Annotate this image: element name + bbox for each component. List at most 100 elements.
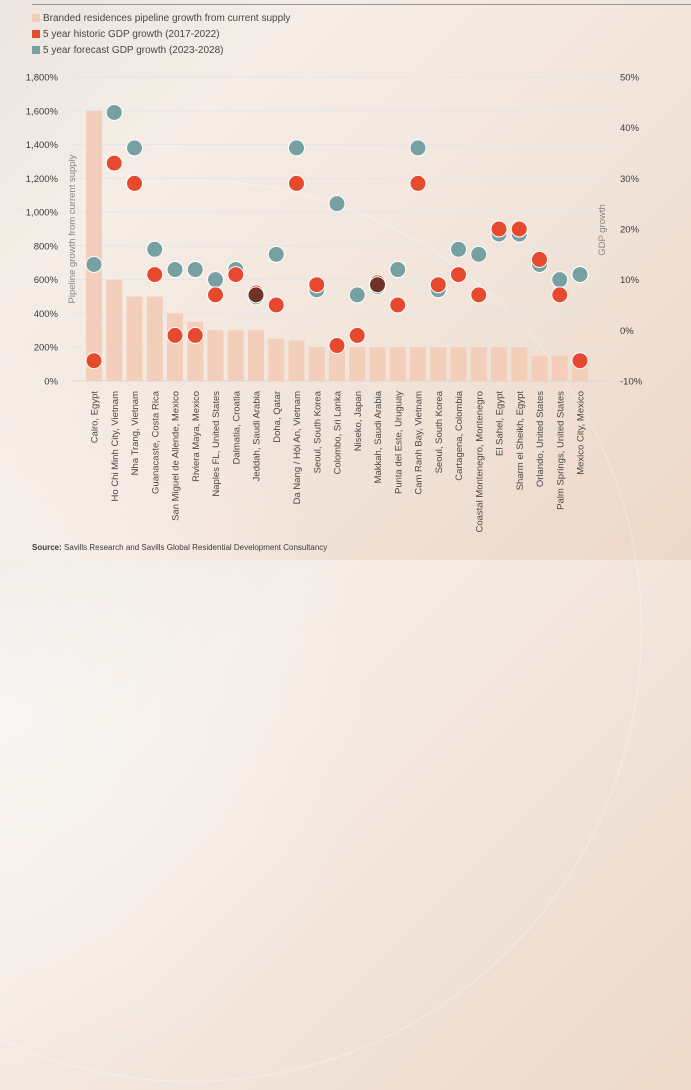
x-tick-label: Makkah, Saudi Arabia xyxy=(373,390,384,483)
historic-gdp-dot xyxy=(531,250,548,268)
y2-tick-label: -10% xyxy=(620,377,643,388)
y2-axis-title: GDP growth xyxy=(597,204,608,256)
historic-gdp-dot xyxy=(551,286,569,304)
x-tick-label: Punta del Este, Uruguay xyxy=(393,391,404,494)
combo-chart: 0% 200% 400% 600% 800% 1,000% 1,200% 1,400% 1,60… xyxy=(26,73,643,533)
historic-gdp-dot xyxy=(85,352,103,370)
bar xyxy=(531,355,548,381)
y-tick-label: 400% xyxy=(34,309,59,320)
overlap-gdp-dot xyxy=(369,276,386,294)
forecast-gdp-dot xyxy=(409,139,427,157)
y-tick-label: 1,800% xyxy=(26,73,59,84)
y2-tick-label: 30% xyxy=(620,174,640,185)
bar xyxy=(511,347,528,381)
x-tick-label: Orlando, United States xyxy=(535,391,546,487)
x-tick-label: Mexico City, Mexico xyxy=(576,391,587,475)
top-divider xyxy=(32,4,691,5)
bar xyxy=(268,338,285,381)
bar xyxy=(248,330,264,381)
y2-tick-label: 10% xyxy=(620,275,640,286)
y2-tick-label: 50% xyxy=(620,73,640,84)
historic-gdp-dot xyxy=(328,337,346,355)
forecast-gdp-dot xyxy=(186,261,204,279)
historic-gdp-dot xyxy=(429,276,447,294)
x-tick-label: Jeddah, Saudi Arabia xyxy=(252,390,263,481)
legend-label-pipeline: Branded residences pipeline growth from … xyxy=(43,12,291,24)
historic-gdp-dot xyxy=(389,296,407,314)
legend-item-historic-gdp: 5 year historic GDP growth (2017-2022) xyxy=(32,26,290,42)
x-tick-label: San Miguel de Allende, Mexico xyxy=(171,391,182,521)
forecast-gdp-dot xyxy=(328,195,346,213)
x-tick-label: Cam Ranh Bay, Vietnam xyxy=(414,391,425,495)
y-tick-label: 600% xyxy=(34,275,59,286)
bar xyxy=(450,347,467,381)
x-tick-label: Colombo, Sri Lanka xyxy=(333,390,344,474)
x-tick-label: Da Nang / Hội An, Vietnam xyxy=(292,391,303,504)
y-axis-title: Pipeline growth from current supply xyxy=(67,154,78,303)
y-tick-label: 1,400% xyxy=(26,140,59,151)
bar xyxy=(86,110,102,382)
x-tick-label: Sharm el Sheikh, Egypt xyxy=(515,391,526,491)
legend-swatch-historic-gdp xyxy=(32,30,40,38)
forecast-gdp-dot xyxy=(105,103,123,121)
x-tick-label: Palm Springs, United States xyxy=(555,391,566,510)
x-tick-label: Riviera Maya, Mexico xyxy=(191,391,202,482)
forecast-gdp-dot xyxy=(348,286,366,304)
forecast-gdp-dot xyxy=(389,261,407,279)
x-tick-label: Cairo, Egypt xyxy=(90,391,101,444)
forecast-gdp-dot xyxy=(207,271,224,289)
x-tick-label: El Sahel, Egypt xyxy=(495,391,506,456)
bar xyxy=(308,347,325,381)
x-tick-label: Dalmatia, Croatia xyxy=(231,390,242,464)
forecast-gdp-dot xyxy=(551,271,569,289)
legend-swatch-forecast-gdp xyxy=(32,46,40,54)
forecast-gdp-dot xyxy=(85,255,103,273)
y2-tick-label: 20% xyxy=(620,225,640,236)
legend-swatch-pipeline xyxy=(32,14,40,22)
forecast-gdp-dot xyxy=(146,240,164,258)
bar xyxy=(146,296,163,381)
y-tick-label: 200% xyxy=(34,343,59,354)
legend-item-forecast-gdp: 5 year forecast GDP growth (2023-2028) xyxy=(32,42,290,58)
x-tick-label: Guanacaste, Costa Rica xyxy=(150,390,161,494)
bar xyxy=(329,347,345,381)
source-note: Source: Savills Research and Savills Glo… xyxy=(32,543,327,552)
forecast-gdp-dot xyxy=(288,139,305,157)
x-tick-label: Coastal Montenegro, Montenegro xyxy=(474,391,485,533)
bar xyxy=(126,296,143,381)
bar xyxy=(470,347,487,381)
bar xyxy=(167,313,183,381)
bar xyxy=(349,347,366,381)
forecast-gdp-dot xyxy=(450,240,467,258)
bar xyxy=(288,340,305,381)
x-tick-label: Nha Trang, Vietnam xyxy=(130,391,141,475)
bar xyxy=(106,279,123,381)
bar xyxy=(551,355,568,381)
x-tick-label: Seoul, South Korea xyxy=(312,390,323,473)
forecast-gdp-dot xyxy=(267,245,285,263)
legend-label-historic-gdp: 5 year historic GDP growth (2017-2022) xyxy=(43,28,220,40)
historic-gdp-dot xyxy=(207,286,224,304)
y2-tick-label: 40% xyxy=(620,123,640,134)
historic-gdp-dot xyxy=(409,174,427,192)
forecast-gdp-dot xyxy=(166,261,184,279)
historic-gdp-dot xyxy=(450,266,467,284)
x-tick-label: Seoul, South Korea xyxy=(434,390,445,473)
x-tick-label: Naples FL, United States xyxy=(211,391,222,497)
historic-gdp-dot xyxy=(348,326,366,344)
forecast-gdp-dot xyxy=(571,266,589,284)
historic-gdp-dot xyxy=(227,266,245,284)
bar xyxy=(491,347,507,381)
historic-gdp-dot xyxy=(146,266,164,284)
historic-gdp-dot xyxy=(571,352,589,370)
historic-gdp-dot xyxy=(267,296,285,314)
y-tick-label: 800% xyxy=(34,241,59,252)
y-tick-label: 1,200% xyxy=(26,174,59,185)
historic-gdp-dot xyxy=(186,326,204,344)
chart-legend: Branded residences pipeline growth from … xyxy=(32,10,290,58)
x-tick-label: Doha, Qatar xyxy=(272,391,283,443)
bar xyxy=(369,347,386,381)
bar xyxy=(207,330,224,381)
y-tick-label: 1,600% xyxy=(26,106,59,117)
bar xyxy=(430,347,447,381)
